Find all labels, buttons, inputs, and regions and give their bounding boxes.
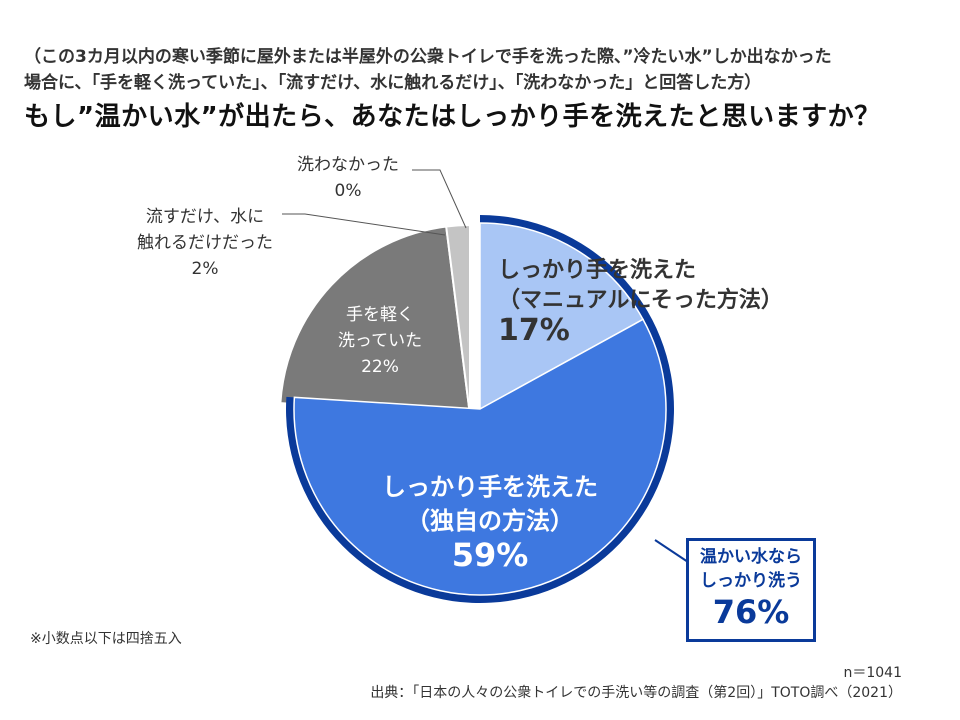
slice-manual [479, 222, 645, 411]
highlight-value: 76% [712, 593, 790, 631]
slice-label-light-wash: 手を軽く 洗っていた 22% [320, 302, 440, 380]
rounding-note: ※小数点以下は四捨五入 [30, 631, 182, 647]
subtitle-line-2: 場合に、「手を軽く洗っていた」、「流すだけ、水に触れるだけ」、「洗わなかった」と… [24, 73, 762, 93]
slice-value-rinse: 2% [191, 259, 219, 279]
leader-line-none [412, 169, 467, 229]
slice-label-manual: しっかり手を洗えた （マニュアルにそった方法） 17% [498, 258, 783, 348]
slice-label-rinse: 流すだけ、水に 触れるだけだった 2% [120, 204, 290, 282]
slice-value-manual: 17% [498, 313, 570, 348]
highlight-callout: 温かい水なら しっかり洗う 76% [686, 538, 816, 642]
source-citation: 出典：「日本の人々の公衆トイレでの手洗い等の調査（第2回）」TOTO調べ（202… [370, 685, 902, 701]
subtitle-line-1: （この3カ月以内の寒い季節に屋外または半屋外の公衆トイレで手を洗った際、”冷たい… [24, 47, 832, 67]
leader-line-rinse [282, 213, 446, 236]
slice-value-own: 59% [451, 536, 529, 574]
slice-rinse [445, 223, 471, 416]
chart-title: もし”温かい水”が出たら、あなたはしっかり手を洗えたと思いますか？ [24, 102, 881, 132]
slice-label-own: しっかり手を洗えた （独自の方法） 59% [350, 470, 630, 572]
slice-light-wash [279, 225, 472, 417]
slice-own [293, 318, 667, 596]
subtitle: （この3カ月以内の寒い季節に屋外または半屋外の公衆トイレで手を洗った際、”冷たい… [24, 44, 944, 96]
slice-label-none: 洗わなかった 0% [278, 152, 418, 204]
sample-size: n＝1041 [843, 665, 902, 681]
slice-value-none: 0% [334, 181, 362, 201]
slice-value-light-wash: 22% [361, 357, 399, 377]
